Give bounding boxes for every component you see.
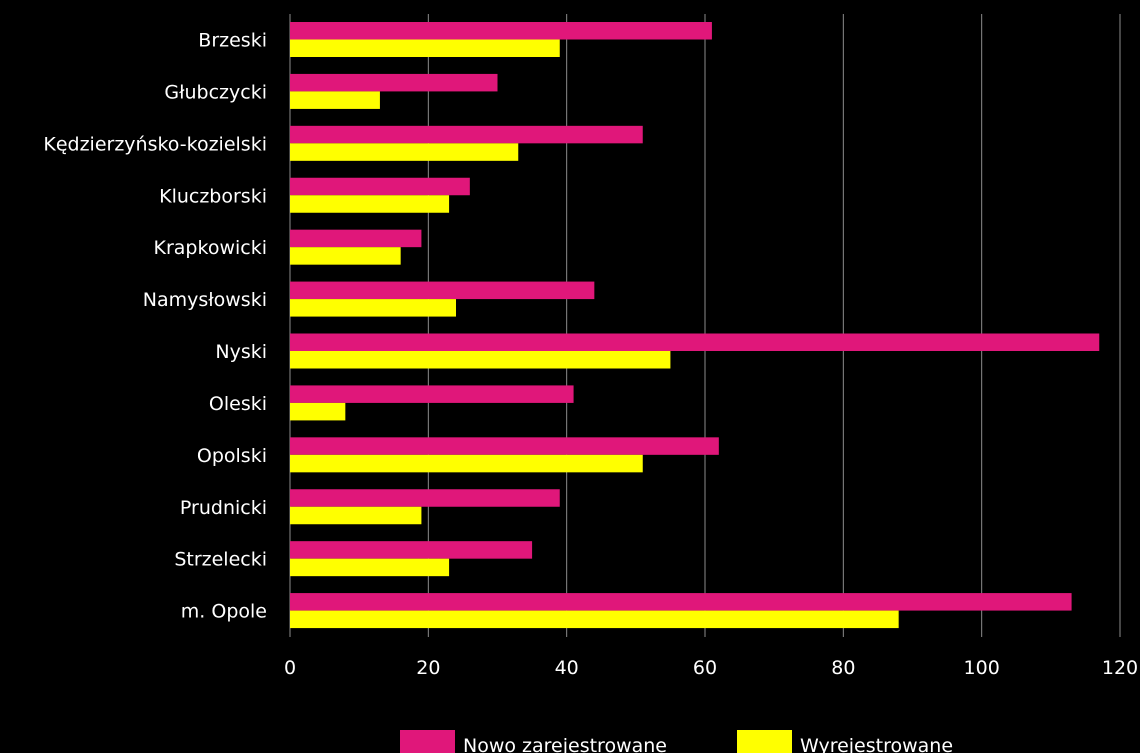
legend: Nowo zarejestrowane Wyrejestrowane <box>400 730 953 753</box>
category-label: Krapkowicki <box>154 237 267 259</box>
legend-swatch <box>737 730 792 753</box>
category-label: Głubczycki <box>164 81 267 103</box>
bar-wyrejestrowane <box>290 351 671 369</box>
bar-wyrejestrowane <box>290 558 450 577</box>
bar-wyrejestrowane <box>290 610 899 629</box>
category-label: Prudnicki <box>180 497 267 519</box>
x-tick-label: 0 <box>284 657 296 679</box>
bar-wyrejestrowane <box>290 506 422 525</box>
legend-label: Nowo zarejestrowane <box>463 735 667 753</box>
bar-wyrejestrowane <box>290 39 560 57</box>
bar-wyrejestrowane <box>290 299 456 317</box>
x-tick-label: 100 <box>964 657 1000 679</box>
bar-wyrejestrowane <box>290 91 380 109</box>
category-label: Kędzierzyńsko-kozielski <box>43 133 267 155</box>
category-label: Opolski <box>197 445 267 467</box>
category-label: Nyski <box>215 341 267 363</box>
legend-label: Wyrejestrowane <box>800 735 953 753</box>
category-label: m. Opole <box>181 601 267 623</box>
category-label: Kluczborski <box>159 185 267 207</box>
bar-nowo-zarejestrowane <box>290 125 643 144</box>
legend-swatch <box>400 730 455 753</box>
bar-nowo-zarejestrowane <box>290 73 498 92</box>
category-label: Brzeski <box>198 30 267 52</box>
category-label: Strzelecki <box>174 549 267 571</box>
bar-nowo-zarejestrowane <box>290 437 719 455</box>
bar-wyrejestrowane <box>290 402 346 421</box>
bar-nowo-zarejestrowane <box>290 229 422 248</box>
bars-group <box>290 22 1100 629</box>
x-tick-label: 20 <box>416 657 440 679</box>
x-tick-label: 60 <box>693 657 717 679</box>
x-tick-label: 80 <box>831 657 855 679</box>
bar-nowo-zarejestrowane <box>290 177 470 196</box>
x-tick-label: 40 <box>555 657 579 679</box>
category-label: Namysłowski <box>143 289 267 311</box>
bar-nowo-zarejestrowane <box>290 281 595 300</box>
bar-wyrejestrowane <box>290 195 450 213</box>
bar-nowo-zarejestrowane <box>290 22 712 40</box>
grid-lines <box>289 14 1121 637</box>
bar-nowo-zarejestrowane <box>290 541 533 559</box>
x-tick-label: 120 <box>1102 657 1138 679</box>
bar-nowo-zarejestrowane <box>290 333 1100 351</box>
x-axis-ticks: 0 20 40 60 80 100 120 <box>284 657 1138 679</box>
bar-wyrejestrowane <box>290 247 401 265</box>
bar-wyrejestrowane <box>290 143 519 161</box>
category-labels: Brzeski Głubczycki Kędzierzyńsko-kozielski… <box>43 30 267 623</box>
bar-nowo-zarejestrowane <box>290 593 1072 611</box>
category-label: Oleski <box>209 393 267 415</box>
bar-nowo-zarejestrowane <box>290 385 574 403</box>
bar-nowo-zarejestrowane <box>290 489 560 507</box>
bar-wyrejestrowane <box>290 454 643 473</box>
